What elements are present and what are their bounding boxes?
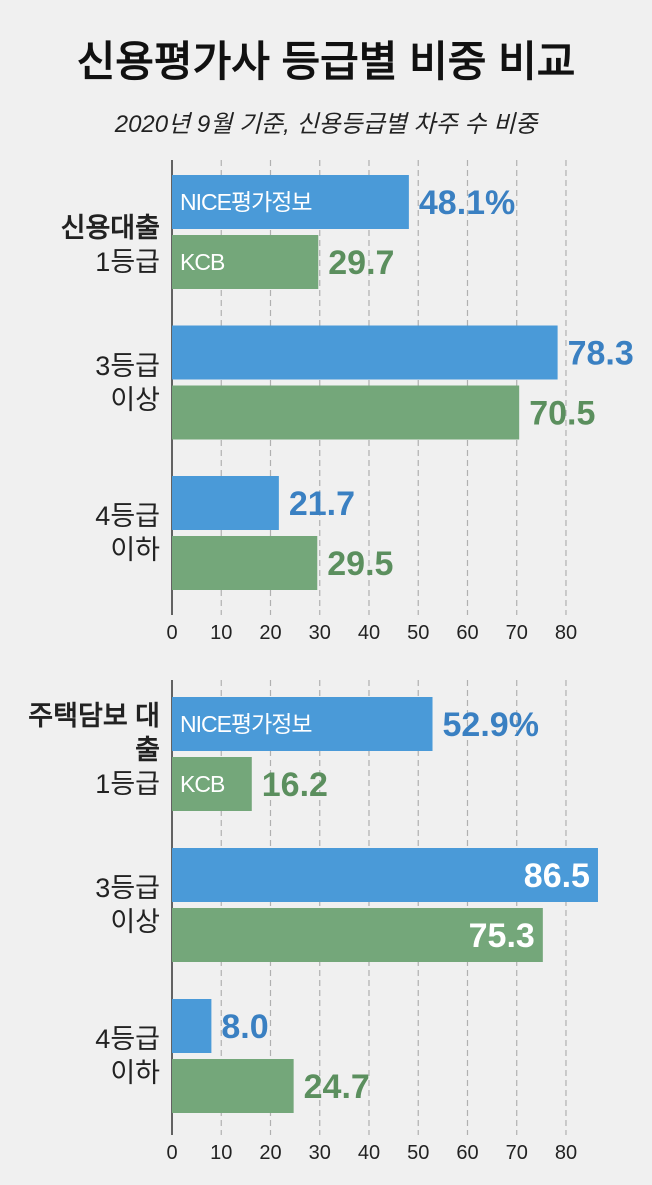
series-name: NICE평가정보 [180,189,312,215]
series-name: KCB [180,771,225,797]
x-tick-label: 10 [210,622,232,644]
category-label: 4등급 이하 [95,501,160,565]
bar [172,999,212,1053]
series-name: KCB [180,249,225,275]
series-name: NICE평가정보 [180,711,312,737]
x-tick-label: 60 [456,622,478,644]
x-tick-label: 10 [210,1142,232,1164]
value-label: 70.5 [529,395,595,433]
bar [172,908,543,962]
x-tick-label: 50 [407,622,429,644]
subtitle: 2020년 9월 기준, 신용등급별 차주 수 비중 [114,111,538,138]
category-label: 1등급 [95,247,160,277]
value-label: 78.3 [568,335,634,373]
x-tick-label: 80 [555,622,577,644]
bar [172,476,279,530]
x-tick-label: 60 [456,1142,478,1164]
x-tick-label: 80 [555,1142,577,1164]
bar [172,1059,294,1113]
category-label: 1등급 [95,769,160,799]
x-tick-label: 70 [506,622,528,644]
bar [172,757,252,811]
x-tick-label: 40 [358,622,380,644]
category-label: 3등급 이상 [95,873,160,937]
x-tick-label: 30 [309,1142,331,1164]
group-label: 주택담보 대출 [28,701,160,765]
bar [172,848,598,902]
value-label: 75.3 [469,917,535,955]
x-tick-label: 40 [358,1142,380,1164]
value-label: 48.1% [419,184,515,222]
x-tick-label: 50 [407,1142,429,1164]
bar [172,235,319,289]
bar [172,385,520,440]
bar [172,536,318,590]
title: 신용평가사 등급별 비중 비교 [76,38,576,85]
bar [172,175,409,229]
x-tick-label: 70 [506,1142,528,1164]
value-label: 24.7 [304,1068,370,1106]
value-label: 8.0 [221,1008,268,1046]
bar [172,325,558,380]
value-label: 52.9% [443,706,539,744]
category-label: 3등급 이상 [95,350,160,415]
x-tick-label: 30 [309,622,331,644]
x-tick-label: 20 [259,1142,281,1164]
x-tick-label: 0 [166,622,177,644]
value-label: 16.2 [262,766,328,804]
value-label: 29.5 [327,545,393,583]
category-label: 4등급 이하 [95,1024,160,1088]
x-tick-label: 20 [259,622,281,644]
bar [172,697,433,751]
group-label: 신용대출 [60,213,160,243]
value-label: 21.7 [289,485,355,523]
value-label: 29.7 [328,244,394,282]
x-tick-label: 0 [166,1142,177,1164]
value-label: 86.5 [524,857,590,895]
